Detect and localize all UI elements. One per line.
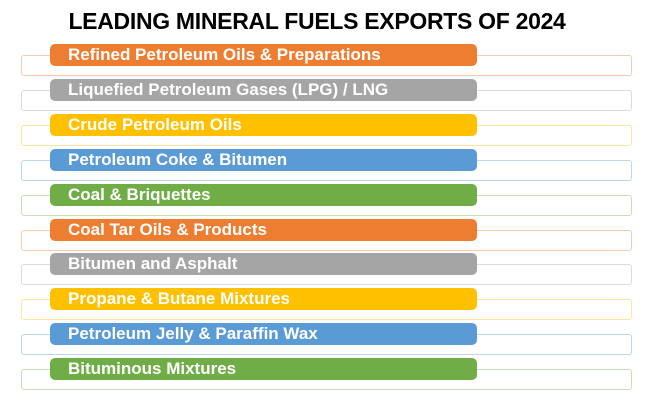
bar-label: Refined Petroleum Oils & Preparations: [68, 45, 381, 64]
bar-label: Bitumen and Asphalt: [68, 254, 238, 273]
bar-label: Coal & Briquettes: [68, 185, 211, 204]
bar-label: Petroleum Jelly & Paraffin Wax: [68, 324, 318, 343]
bar: Bitumen and Asphalt: [50, 253, 477, 275]
bar: Refined Petroleum Oils & Preparations: [50, 44, 477, 66]
bar: Liquefied Petroleum Gases (LPG) / LNG: [50, 79, 477, 101]
page-title: LEADING MINERAL FUELS EXPORTS OF 2024: [68, 8, 566, 34]
bar-label: Propane & Butane Mixtures: [68, 289, 290, 308]
bar: Petroleum Jelly & Paraffin Wax: [50, 323, 477, 345]
bar: Petroleum Coke & Bitumen: [50, 149, 477, 171]
bar: Coal Tar Oils & Products: [50, 219, 477, 241]
bar-label: Petroleum Coke & Bitumen: [68, 150, 288, 169]
bar: Coal & Briquettes: [50, 184, 477, 206]
bar: Bituminous Mixtures: [50, 358, 477, 380]
bar-label: Crude Petroleum Oils: [68, 115, 242, 134]
bar: Propane & Butane Mixtures: [50, 288, 477, 310]
bar: Crude Petroleum Oils: [50, 114, 477, 136]
bar-label: Bituminous Mixtures: [68, 359, 237, 378]
bar-label: Coal Tar Oils & Products: [68, 220, 268, 239]
bar-label: Liquefied Petroleum Gases (LPG) / LNG: [68, 80, 389, 99]
